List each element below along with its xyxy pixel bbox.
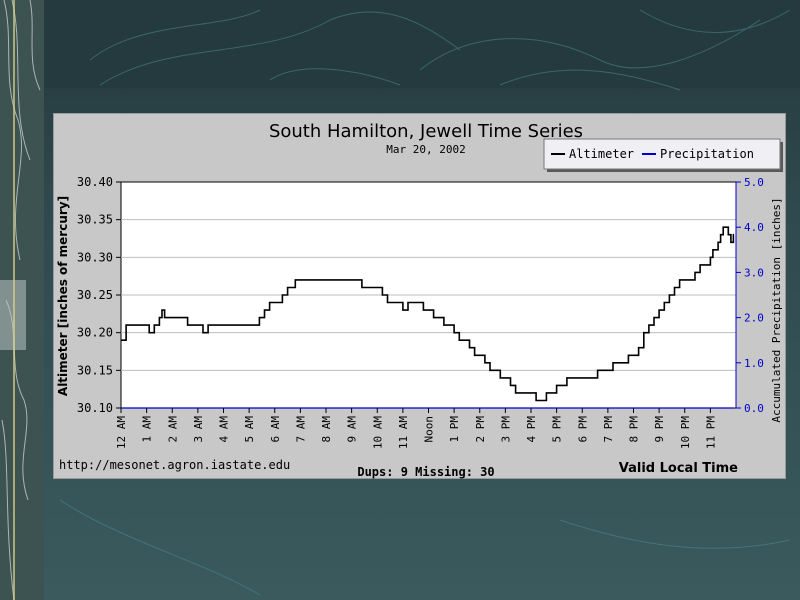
x-tick-label: 6 AM — [269, 416, 282, 443]
x-tick-label: 10 AM — [371, 416, 384, 449]
x-tick-label: 5 PM — [551, 416, 564, 443]
legend-label-precipitation: Precipitation — [660, 147, 754, 161]
x-tick-label: 8 AM — [320, 416, 333, 443]
slide-top-band — [0, 0, 800, 88]
plot-layer: 30.10 30.15 30.20 30.25 30.30 30.35 30.40 0.0 1.… — [77, 175, 764, 449]
x-tick-label: 11 AM — [397, 416, 410, 449]
x-tick-label: 3 PM — [499, 416, 512, 443]
legend-label-altimeter: Altimeter — [569, 147, 634, 161]
left-strip-texture — [1, 0, 41, 600]
x-tick-label: 5 AM — [243, 416, 256, 443]
chart-title: South Hamilton, Jewell Time Series — [269, 121, 583, 142]
x-tick-label: 7 PM — [602, 416, 615, 443]
x-tick-label: 4 PM — [525, 416, 538, 443]
y2-tick-label: 5.0 — [744, 176, 764, 189]
x-tick-label: 4 AM — [218, 416, 231, 443]
y-tick-label: 30.10 — [77, 401, 113, 415]
chart-subtitle: Mar 20, 2002 — [386, 143, 465, 156]
y2-axis-label: Accumulated Precipitation [inches] — [770, 197, 783, 422]
y2-tick-label: 2.0 — [744, 312, 764, 325]
footer-dups-missing: Dups: 9 Missing: 30 — [357, 465, 494, 479]
x-tick-label: 1 PM — [448, 416, 461, 443]
grid-layer — [121, 219, 736, 371]
y2-tick-label: 4.0 — [744, 221, 764, 234]
y-tick-label: 30.35 — [77, 213, 113, 227]
y-tick-label: 30.15 — [77, 363, 113, 377]
y2-tick-label: 0.0 — [744, 402, 764, 415]
x-tick-label: 9 PM — [653, 416, 666, 443]
x-tick-label: 11 PM — [704, 416, 717, 449]
x-tick-label: Noon — [423, 416, 436, 443]
series-line-altimeter — [121, 226, 735, 402]
y-axis-label: Altimeter [inches of mercury] — [56, 196, 70, 396]
x-tick-label: 9 AM — [346, 416, 359, 443]
x-tick-label: 12 AM — [115, 416, 128, 449]
y-tick-label: 30.25 — [77, 288, 113, 302]
topo-contour-lines — [59, 9, 791, 596]
x-tick-label: 6 PM — [576, 416, 589, 443]
y2-tick-label: 3.0 — [744, 266, 764, 279]
x-tick-label: 3 AM — [192, 416, 205, 443]
y-tick-label: 30.30 — [77, 250, 113, 264]
x-tick-label: 7 AM — [294, 416, 307, 443]
x-tick-label: 2 PM — [474, 416, 487, 443]
footer-url: http://mesonet.agron.iastate.edu — [59, 458, 290, 472]
legend-box — [543, 138, 781, 170]
x-tick-label: 8 PM — [628, 416, 641, 443]
axis-layer: 30.10 30.15 30.20 30.25 30.30 30.35 30.40 0.0 1.… — [77, 175, 764, 449]
chart-panel: 30.10 30.15 30.20 30.25 30.30 30.35 30.40 0.0 1.… — [53, 113, 786, 479]
x-tick-label: 10 PM — [679, 416, 692, 449]
y2-tick-label: 1.0 — [744, 357, 764, 370]
x-axis-label: Valid Local Time — [619, 461, 738, 476]
chart-svg: 30.10 30.15 30.20 30.25 30.30 30.35 30.40 0.0 1.… — [56, 121, 783, 479]
x-tick-label: 1 AM — [141, 416, 154, 443]
y-tick-label: 30.40 — [77, 175, 113, 189]
legend: Altimeter Precipitation — [543, 138, 783, 172]
x-tick-label: 2 AM — [166, 416, 179, 443]
y-tick-label: 30.20 — [77, 326, 113, 340]
